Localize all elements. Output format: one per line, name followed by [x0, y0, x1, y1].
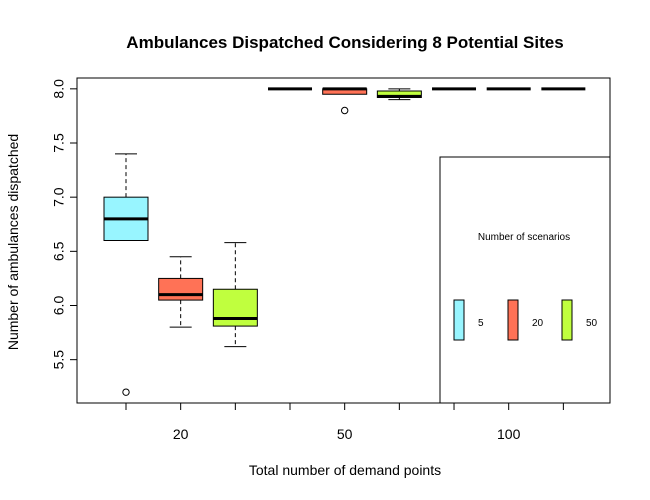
y-tick-label: 8.0	[51, 79, 67, 99]
legend: Number of scenarios 5 20 50	[439, 156, 611, 404]
chart-title: Ambulances Dispatched Considering 8 Pote…	[126, 33, 563, 52]
legend-entries: 5 20 50	[453, 299, 598, 341]
legend-swatch	[507, 299, 519, 341]
legend-entry-50: 50	[561, 299, 598, 341]
legend-title: Number of scenarios	[478, 232, 570, 243]
x-tick-label: 50	[337, 426, 353, 442]
legend-entry-20: 20	[507, 299, 544, 341]
outlier-point	[340, 106, 349, 115]
axes: 5.5 6.0 6.5 7.0 7.5 8.0 20 50 100	[51, 77, 611, 442]
y-tick-label: 7.5	[51, 133, 67, 153]
legend-swatch	[453, 299, 465, 341]
legend-entry-5: 5	[453, 299, 484, 341]
box-50-50	[376, 88, 422, 101]
x-tick-label: 100	[497, 426, 521, 442]
legend-swatch	[561, 299, 573, 341]
box-50-20	[322, 87, 368, 115]
y-tick-label: 6.5	[51, 241, 67, 261]
legend-frame	[439, 156, 611, 404]
box-body	[158, 277, 204, 301]
legend-label: 50	[586, 318, 598, 329]
legend-label: 5	[478, 318, 484, 329]
y-axis-label: Number of ambulances dispatched	[5, 134, 21, 350]
x-tick-label: 20	[173, 426, 189, 442]
legend-label: 20	[532, 318, 544, 329]
y-tick-label: 6.0	[51, 296, 67, 316]
box-20-5	[103, 153, 149, 396]
box-body	[212, 288, 258, 327]
x-axis-label: Total number of demand points	[249, 462, 441, 478]
box-20-20	[158, 256, 204, 328]
box-20-50	[212, 242, 258, 348]
box-layer	[103, 87, 586, 396]
outlier-point	[122, 388, 130, 396]
y-tick-label: 5.5	[51, 350, 67, 370]
y-tick-label: 7.0	[51, 187, 67, 207]
